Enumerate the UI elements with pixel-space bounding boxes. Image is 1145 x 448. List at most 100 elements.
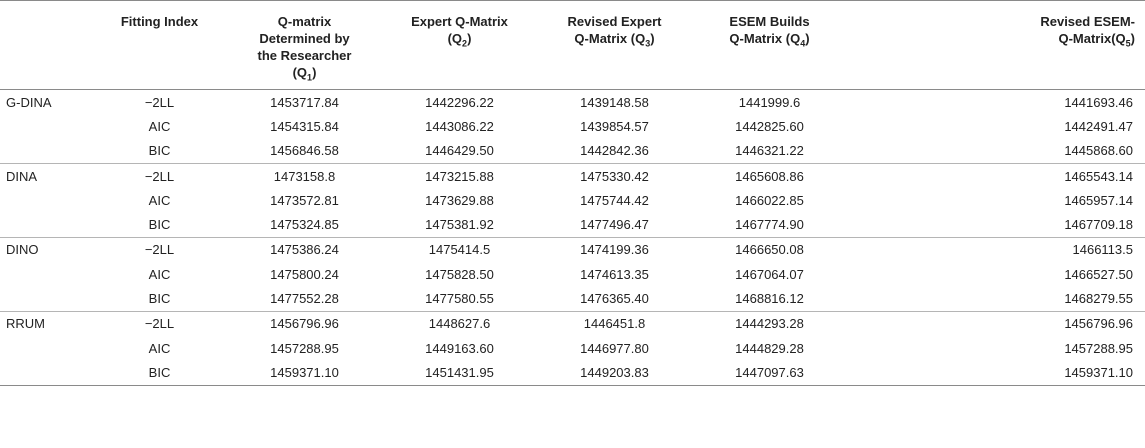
cell-q5: 1467709.18 bbox=[1064, 217, 1133, 233]
header-q1-line4-pre: (Q bbox=[292, 65, 308, 80]
cell-fitting-index: AIC bbox=[148, 340, 171, 356]
cell-q5: 1457288.95 bbox=[1064, 340, 1133, 356]
cell-q1: 1475386.24 bbox=[227, 236, 382, 263]
cell-q3: 1449203.83 bbox=[537, 360, 692, 386]
cell-q2: 1475828.50 bbox=[425, 266, 494, 282]
header-q1: Q-matrix Determined by the Researcher (Q… bbox=[227, 1, 382, 90]
cell-fitting-index: AIC bbox=[148, 192, 171, 208]
cell-q2: 1473629.88 bbox=[425, 192, 494, 208]
header-q4-line2-post: ) bbox=[805, 31, 810, 46]
header-q3-line2-pre: Q-Matrix (Q bbox=[574, 31, 646, 46]
header-q5-line1: Revised ESEM- bbox=[1040, 14, 1135, 29]
header-q1-line4-post: ) bbox=[312, 65, 317, 80]
header-q1-line1: Q-matrix bbox=[277, 14, 332, 29]
header-q1-sub: 1 bbox=[307, 72, 313, 83]
cell-q4: 1466650.08 bbox=[692, 236, 847, 263]
table-row: DINA −2LL 1473158.8 1473215.88 1475330.42 146… bbox=[0, 162, 1145, 189]
cell-fitting-index: AIC bbox=[148, 266, 171, 282]
cell-fitting-index: −2LL bbox=[92, 236, 227, 263]
header-q2: Expert Q-Matrix (Q2) bbox=[382, 1, 537, 90]
cell-q1: 1459371.10 bbox=[227, 360, 382, 386]
cell-q2: 1449163.60 bbox=[425, 340, 494, 356]
cell-q4: 1441999.6 bbox=[738, 94, 801, 110]
cell-q4: 1444293.28 bbox=[692, 310, 847, 336]
header-q5-line2-pre: Q-Matrix(Q bbox=[1058, 31, 1126, 46]
header-q1-line2: Determined by bbox=[259, 31, 350, 46]
cell-q5: 1466527.50 bbox=[1064, 266, 1133, 282]
cell-q5: 1441693.46 bbox=[1064, 94, 1133, 110]
header-q5-sub: 5 bbox=[1125, 38, 1131, 49]
cell-q2: 1475414.5 bbox=[382, 236, 537, 263]
cell-model bbox=[0, 188, 92, 212]
cell-q4: 1442825.60 bbox=[735, 118, 804, 134]
header-q4: ESEM Builds Q-Matrix (Q4) bbox=[692, 1, 847, 90]
cell-q4: 1467064.07 bbox=[735, 266, 804, 282]
header-q5: Revised ESEM- Q-Matrix(Q5) bbox=[847, 1, 1145, 90]
cell-q3: 1439148.58 bbox=[580, 94, 649, 110]
cell-model bbox=[0, 336, 92, 360]
fit-index-table: Fitting Index Q-matrix Determined by the… bbox=[0, 0, 1145, 386]
table-row: DINO −2LL 1475386.24 1475414.5 1474199.36 146… bbox=[0, 236, 1145, 263]
cell-q3: 1475744.42 bbox=[580, 192, 649, 208]
cell-q4: 1466022.85 bbox=[735, 192, 804, 208]
cell-q5: 1445868.60 bbox=[1064, 143, 1133, 159]
table-body: G-DINA −2LL 1453717.84 1442296.22 1439148.58… bbox=[0, 90, 1145, 386]
cell-q5: 1442491.47 bbox=[1064, 118, 1133, 134]
header-q2-line2-pre: (Q bbox=[447, 31, 463, 46]
cell-q3: 1474613.35 bbox=[580, 266, 649, 282]
cell-fitting-index: BIC bbox=[148, 217, 171, 233]
cell-q2: 1477580.55 bbox=[425, 291, 494, 307]
cell-model: G-DINA bbox=[6, 94, 52, 110]
cell-model bbox=[0, 262, 92, 286]
cell-q2: 1475381.92 bbox=[425, 217, 494, 233]
cell-q5: 1465543.14 bbox=[847, 162, 1145, 189]
cell-q5: 1456796.96 bbox=[847, 310, 1145, 336]
table-header: Fitting Index Q-matrix Determined by the… bbox=[0, 0, 1145, 90]
header-q1-line3: the Researcher bbox=[257, 48, 352, 63]
cell-q3: 1477496.47 bbox=[580, 217, 649, 233]
cell-q4: 1447097.63 bbox=[692, 360, 847, 386]
cell-model bbox=[0, 360, 92, 386]
cell-q4: 1468816.12 bbox=[735, 291, 804, 307]
header-q2-line2-post: ) bbox=[467, 31, 472, 46]
cell-q3: 1474199.36 bbox=[537, 236, 692, 263]
cell-q1: 1475800.24 bbox=[270, 266, 339, 282]
header-q4-line2-pre: Q-Matrix (Q bbox=[729, 31, 801, 46]
cell-q2: 1442296.22 bbox=[425, 94, 494, 110]
header-q4-sub: 4 bbox=[800, 38, 806, 49]
cell-q3: 1476365.40 bbox=[580, 291, 649, 307]
table-row: BIC 1475324.85 1475381.92 1477496.47 1467774… bbox=[0, 212, 1145, 237]
cell-q2: 1448627.6 bbox=[382, 310, 537, 336]
cell-q5: 1468279.55 bbox=[1064, 291, 1133, 307]
table-row: BIC 1477552.28 1477580.55 1476365.40 1468816… bbox=[0, 286, 1145, 311]
table-row: BIC 1456846.58 1446429.50 1442842.36 1446321… bbox=[0, 139, 1145, 164]
cell-q2: 1451431.95 bbox=[382, 360, 537, 386]
cell-q5: 1459371.10 bbox=[847, 360, 1145, 386]
header-q4-line1: ESEM Builds bbox=[729, 14, 810, 29]
cell-fitting-index: −2LL bbox=[92, 310, 227, 336]
cell-q1: 1477552.28 bbox=[270, 291, 339, 307]
table-row: AIC 1454315.84 1443086.22 1439854.57 1442825… bbox=[0, 114, 1145, 138]
cell-fitting-index: −2LL bbox=[92, 162, 227, 189]
table-row: BIC 1459371.10 1451431.95 1449203.83 1447097… bbox=[0, 360, 1145, 386]
cell-q1: 1473572.81 bbox=[270, 192, 339, 208]
header-q3-line2-post: ) bbox=[650, 31, 655, 46]
table-row: AIC 1457288.95 1449163.60 1446977.80 1444829… bbox=[0, 336, 1145, 360]
cell-q2: 1446429.50 bbox=[425, 143, 494, 159]
cell-q1: 1453717.84 bbox=[270, 94, 339, 110]
cell-fitting-index: BIC bbox=[148, 143, 171, 159]
cell-fitting-index: −2LL bbox=[144, 94, 175, 110]
cell-q2: 1443086.22 bbox=[425, 118, 494, 134]
table-row: AIC 1475800.24 1475828.50 1474613.35 1467064… bbox=[0, 262, 1145, 286]
cell-model bbox=[0, 212, 92, 237]
cell-model bbox=[0, 139, 92, 164]
cell-q4: 1467774.90 bbox=[735, 217, 804, 233]
header-q2-line1: Expert Q-Matrix bbox=[411, 14, 508, 29]
cell-q1: 1456846.58 bbox=[270, 143, 339, 159]
cell-q3: 1475330.42 bbox=[537, 162, 692, 189]
cell-q4: 1444829.28 bbox=[735, 340, 804, 356]
header-q5-line2-post: ) bbox=[1130, 31, 1135, 46]
cell-q1: 1473158.8 bbox=[227, 162, 382, 189]
cell-q1: 1457288.95 bbox=[270, 340, 339, 356]
cell-model bbox=[0, 114, 92, 138]
